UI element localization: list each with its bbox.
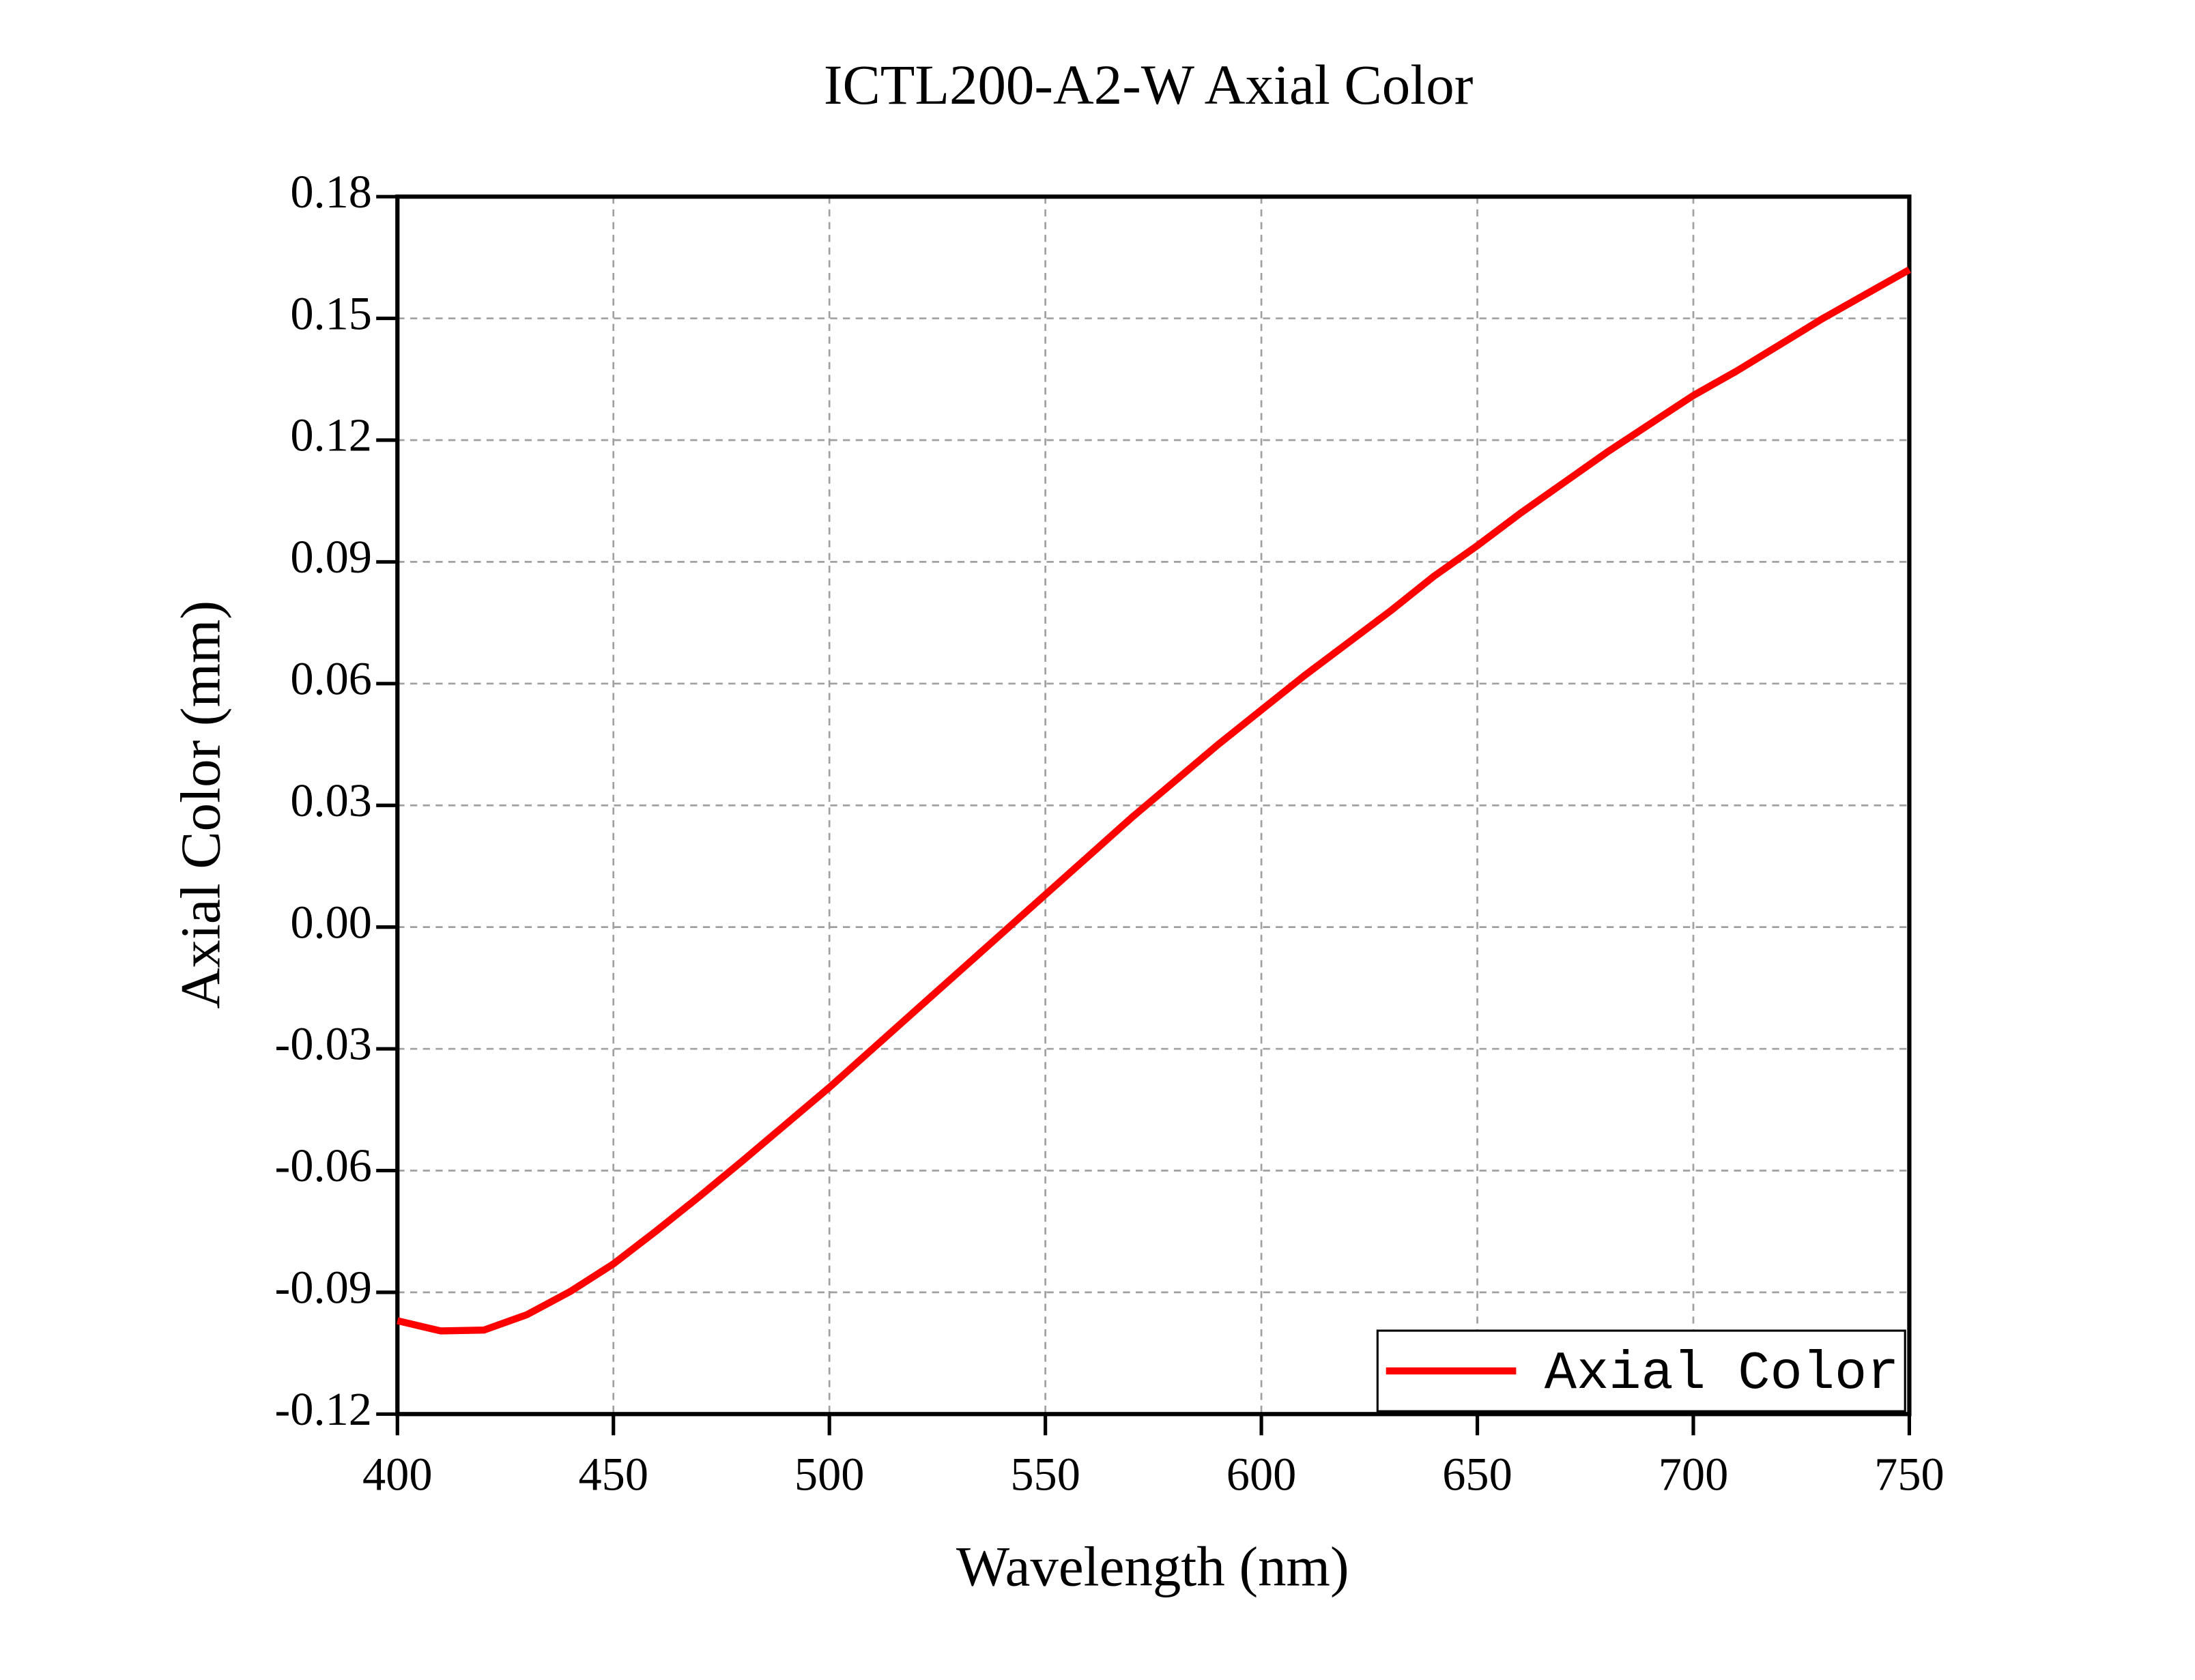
legend-label: Axial Color <box>1545 1343 1899 1404</box>
y-tick-label: 0.09 <box>290 531 372 583</box>
y-tick-label: 0.06 <box>290 653 372 705</box>
y-axis-label: Axial Color (mm) <box>169 600 232 1009</box>
x-tick-label: 700 <box>1659 1448 1729 1500</box>
x-tick-label: 650 <box>1442 1448 1512 1500</box>
x-tick-label: 500 <box>794 1448 865 1500</box>
y-tick-label: -0.12 <box>275 1383 372 1435</box>
x-tick-label: 750 <box>1874 1448 1945 1500</box>
y-tick-label: 0.12 <box>290 409 372 461</box>
y-tick-label: -0.09 <box>275 1262 372 1314</box>
x-axis-label: Wavelength (nm) <box>956 1535 1349 1597</box>
data-line <box>397 266 1911 1335</box>
x-tick-label: 600 <box>1226 1448 1297 1500</box>
x-tick-label: 400 <box>362 1448 433 1500</box>
plot-frame <box>395 194 1912 1417</box>
y-tick-label: 0.00 <box>290 896 372 948</box>
y-tick-label: 0.03 <box>290 774 372 826</box>
y-tick-label: 0.18 <box>290 166 372 218</box>
y-tick-label: -0.03 <box>275 1018 372 1070</box>
y-tick-label: 0.15 <box>290 287 372 339</box>
y-tick-label: -0.06 <box>275 1140 372 1191</box>
x-tick-label: 450 <box>578 1448 648 1500</box>
x-tick-label: 550 <box>1010 1448 1080 1500</box>
chart-title: ICTL200-A2-W Axial Color <box>824 53 1473 116</box>
